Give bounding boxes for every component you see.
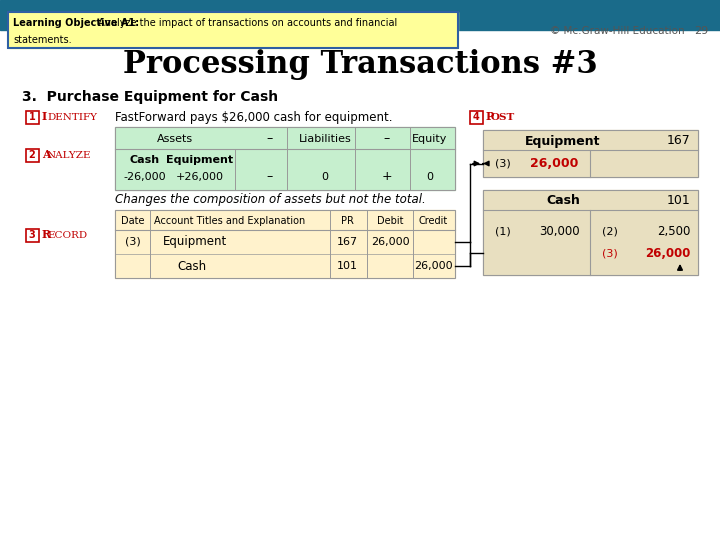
Text: Equipment: Equipment — [166, 155, 233, 165]
Text: 26,000: 26,000 — [415, 261, 453, 271]
Text: Equity: Equity — [413, 134, 448, 144]
Text: R: R — [42, 230, 51, 240]
Text: PR: PR — [341, 216, 354, 226]
Text: FastForward pays $26,000 cash for equipment.: FastForward pays $26,000 cash for equipm… — [115, 111, 392, 124]
Text: 29: 29 — [694, 26, 708, 36]
Text: Liabilities: Liabilities — [299, 134, 351, 144]
Text: –: – — [384, 132, 390, 145]
Bar — [115, 127, 455, 190]
Bar — [25, 148, 38, 161]
Text: -26,000: -26,000 — [124, 172, 166, 182]
Text: Changes the composition of assets but not the total.: Changes the composition of assets but no… — [115, 193, 426, 206]
Bar — [25, 111, 38, 124]
Text: NALYZE: NALYZE — [47, 151, 91, 159]
Bar — [115, 210, 455, 278]
Bar — [483, 130, 698, 177]
Bar — [483, 130, 698, 177]
Text: 167: 167 — [336, 237, 358, 247]
Text: (1): (1) — [495, 227, 510, 237]
Text: ECORD: ECORD — [47, 231, 87, 240]
Text: (3): (3) — [495, 159, 510, 168]
Bar — [8, 12, 458, 48]
Text: –: – — [267, 171, 273, 184]
Text: 1: 1 — [29, 112, 35, 122]
Text: Cash: Cash — [130, 155, 160, 165]
Text: (3): (3) — [602, 248, 618, 258]
Text: DENTIFY: DENTIFY — [47, 112, 97, 122]
Bar — [483, 190, 698, 275]
Bar — [115, 210, 455, 278]
Bar — [25, 228, 38, 241]
Text: 4: 4 — [472, 112, 480, 122]
Text: Cash: Cash — [177, 260, 206, 273]
Text: (2): (2) — [602, 227, 618, 237]
Text: Learning Objective A1:: Learning Objective A1: — [13, 18, 139, 28]
Bar — [0, 0, 720, 30]
Text: +26,000: +26,000 — [176, 172, 224, 182]
Text: 26,000: 26,000 — [530, 157, 578, 170]
Text: Credit: Credit — [418, 216, 448, 226]
Text: Cash: Cash — [546, 194, 580, 207]
Text: Debit: Debit — [377, 216, 403, 226]
Text: 3.  Purchase Equipment for Cash: 3. Purchase Equipment for Cash — [22, 90, 278, 104]
Text: 0: 0 — [322, 172, 328, 182]
Text: 30,000: 30,000 — [539, 225, 580, 238]
Text: 26,000: 26,000 — [372, 237, 410, 247]
Text: Account Titles and Explanation: Account Titles and Explanation — [154, 216, 305, 226]
Text: Processing Transactions #3: Processing Transactions #3 — [122, 50, 598, 80]
Text: A: A — [42, 150, 50, 160]
Text: statements.: statements. — [13, 35, 71, 45]
Bar — [115, 127, 455, 190]
Text: –: – — [267, 132, 273, 145]
Text: 3: 3 — [29, 230, 35, 240]
Text: Date: Date — [121, 216, 145, 226]
Bar — [469, 111, 482, 124]
Text: Assets: Assets — [157, 134, 193, 144]
Text: 101: 101 — [336, 261, 358, 271]
Text: I: I — [42, 111, 48, 123]
Text: Equipment: Equipment — [526, 134, 600, 147]
Bar — [8, 12, 458, 48]
Text: +: + — [382, 171, 392, 184]
Text: Equipment: Equipment — [163, 235, 228, 248]
Text: © Mc.Graw-Hill Education: © Mc.Graw-Hill Education — [550, 26, 685, 36]
Text: 101: 101 — [666, 194, 690, 207]
Text: Analyze the impact of transactions on accounts and financial: Analyze the impact of transactions on ac… — [95, 18, 397, 28]
Text: 167: 167 — [666, 134, 690, 147]
Text: OST: OST — [491, 112, 516, 122]
Text: P: P — [486, 111, 494, 123]
Text: 26,000: 26,000 — [644, 247, 690, 260]
Text: 2,500: 2,500 — [657, 225, 690, 238]
Text: 2: 2 — [29, 150, 35, 160]
Text: 0: 0 — [426, 172, 433, 182]
Text: (3): (3) — [125, 237, 141, 247]
Bar — [483, 190, 698, 275]
